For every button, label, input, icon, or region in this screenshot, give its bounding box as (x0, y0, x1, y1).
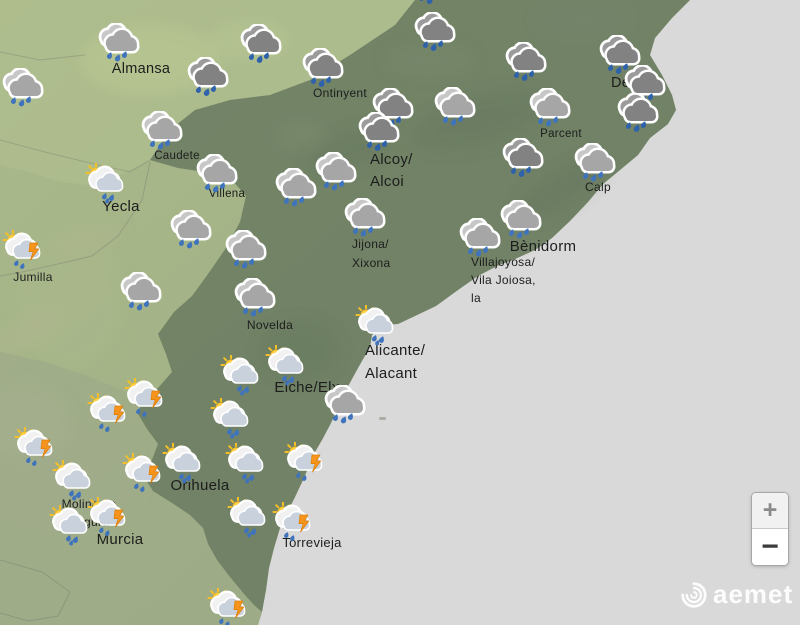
island (379, 417, 386, 420)
zoom-in-button[interactable]: + (752, 493, 788, 529)
zoom-control: + − (751, 492, 789, 566)
aemet-logo: aemet (678, 579, 793, 610)
aemet-swirl-icon (681, 581, 707, 608)
region-highlight-alicante (138, 0, 690, 612)
aemet-logo-text: aemet (713, 579, 794, 609)
zoom-out-button[interactable]: − (752, 529, 788, 565)
